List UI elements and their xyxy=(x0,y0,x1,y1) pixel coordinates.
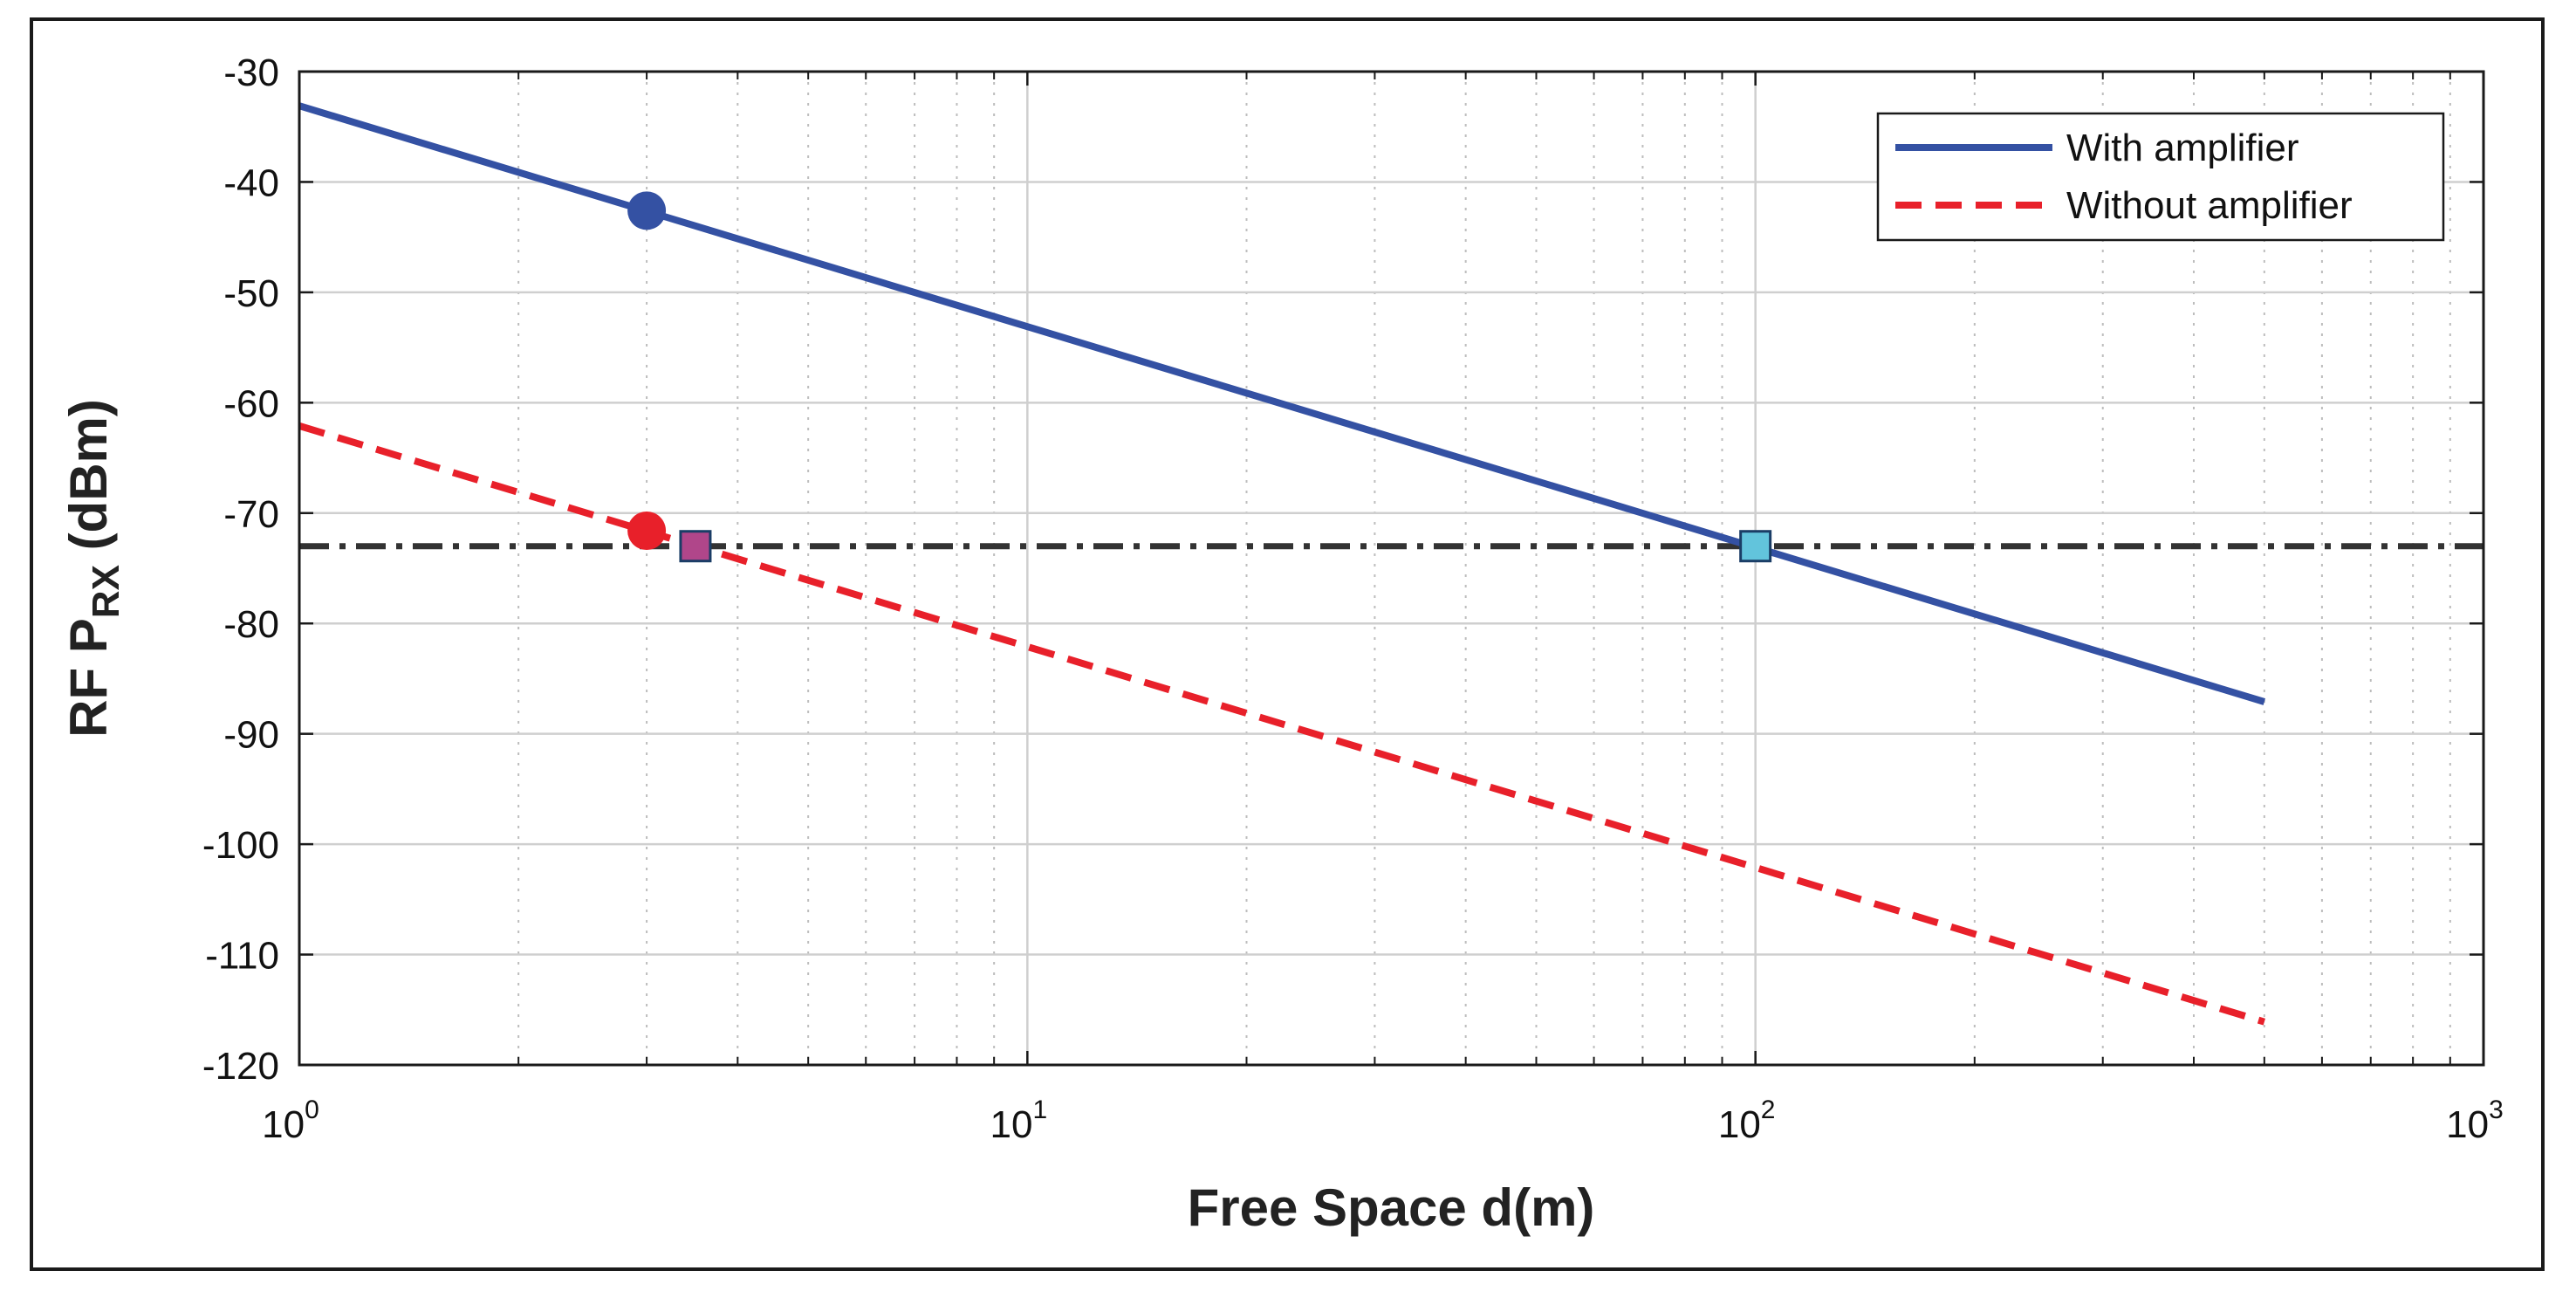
x-axis-title: Free Space d(m) xyxy=(1188,1178,1595,1237)
y-tick-label: -30 xyxy=(223,52,279,94)
legend-box xyxy=(1876,112,2445,242)
y-tick-label: -110 xyxy=(205,935,279,978)
marker-layer xyxy=(627,191,1772,563)
y-axis-title-main: RF P xyxy=(59,618,118,738)
series-line-without-amplifier xyxy=(298,422,2266,1026)
legend: With amplifier Without amplifier xyxy=(1876,112,2445,242)
minor-grid xyxy=(517,72,2451,1065)
x-tick-labels: 100 101 102 103 xyxy=(262,1095,2504,1146)
x-tick-label: 103 xyxy=(2446,1095,2504,1146)
y-tick-label: -100 xyxy=(202,824,279,867)
marker-square xyxy=(679,530,712,563)
y-tick-label: -40 xyxy=(223,161,279,204)
y-tick-label: -50 xyxy=(223,272,279,315)
marker-square xyxy=(1739,530,1772,563)
y-tick-label: -120 xyxy=(202,1045,279,1088)
marker-circle xyxy=(627,191,667,230)
x-tick-label: 100 xyxy=(262,1095,319,1146)
x-tick-label-base: 10 xyxy=(1718,1103,1761,1146)
y-tick-label: -90 xyxy=(223,714,279,757)
marker-circle xyxy=(627,512,667,551)
legend-label-without-amplifier: Without amplifier xyxy=(2066,184,2353,227)
y-tick-label: -70 xyxy=(223,493,279,536)
y-axis-title: RF PRX (dBm) xyxy=(59,399,127,738)
y-axis-title-suffix: (dBm) xyxy=(59,399,118,565)
series-layer xyxy=(298,102,2484,1026)
x-tick-label-base: 10 xyxy=(2446,1103,2489,1146)
x-tick-label-exponent: 2 xyxy=(1761,1095,1776,1124)
x-tick-label-exponent: 0 xyxy=(305,1095,319,1124)
x-tick-label-exponent: 1 xyxy=(1032,1095,1047,1124)
y-tick-label: -80 xyxy=(223,603,279,646)
x-tick-label-base: 10 xyxy=(262,1103,305,1146)
x-tick-label-base: 10 xyxy=(990,1103,1033,1146)
x-tick-label: 101 xyxy=(990,1095,1048,1146)
legend-label-with-amplifier: With amplifier xyxy=(2066,127,2299,169)
x-tick-label-exponent: 3 xyxy=(2489,1095,2504,1124)
y-tick-label: -60 xyxy=(223,382,279,425)
series-line-with-amplifier xyxy=(298,102,2266,705)
y-axis-title-subscript: RX xyxy=(85,565,127,618)
y-tick-labels: -30 -40 -50 -60 -70 -80 -90 -100 -110 -120 xyxy=(202,52,279,1088)
tick-marks xyxy=(298,70,2485,1067)
x-tick-label: 102 xyxy=(1718,1095,1776,1146)
plot-border xyxy=(298,70,2485,1067)
